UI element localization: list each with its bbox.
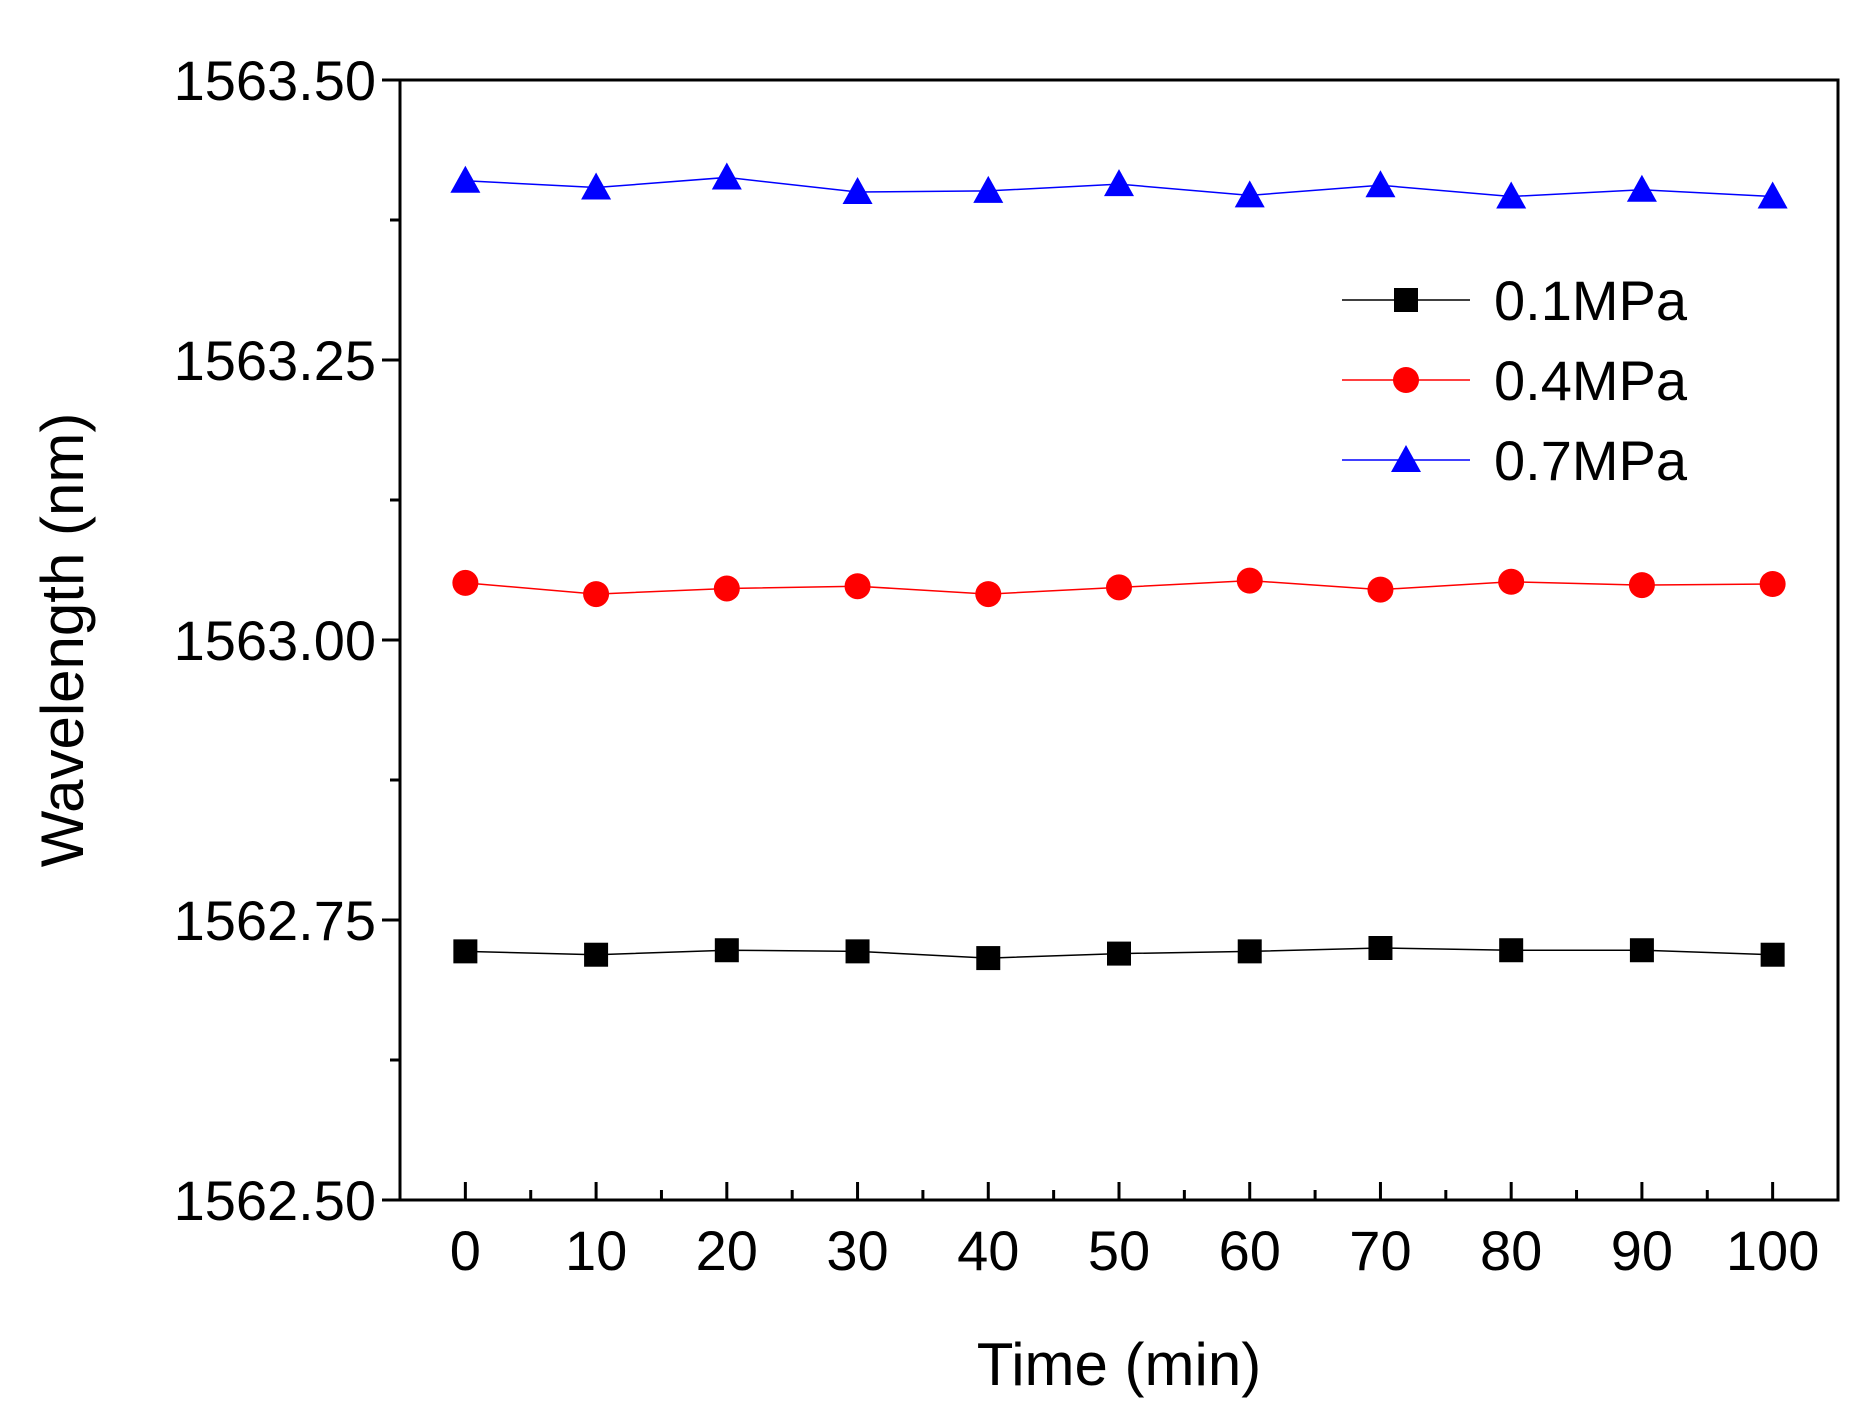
- data-point-triangle: [450, 165, 481, 193]
- x-tick-label: 100: [1726, 1219, 1819, 1282]
- data-point-square: [453, 939, 478, 964]
- y-tick-label: 1563.50: [174, 49, 376, 112]
- data-point-circle: [1498, 568, 1525, 595]
- legend-marker-circle: [1393, 367, 1419, 393]
- x-tick-label: 10: [565, 1219, 627, 1282]
- data-point-circle: [1367, 576, 1394, 603]
- data-point-triangle: [711, 162, 742, 190]
- legend-marker-square: [1394, 288, 1418, 312]
- data-point-circle: [713, 575, 740, 602]
- data-point-triangle: [1626, 174, 1657, 202]
- x-tick-label: 40: [957, 1219, 1019, 1282]
- data-point-triangle: [1365, 170, 1396, 198]
- legend-label: 0.1MPa: [1494, 269, 1688, 332]
- y-tick-label: 1562.50: [174, 1169, 376, 1232]
- data-point-triangle: [581, 172, 612, 200]
- data-point-triangle: [842, 177, 873, 204]
- data-point-square: [1629, 938, 1654, 963]
- x-tick-label: 70: [1349, 1219, 1411, 1282]
- x-tick-label: 20: [696, 1219, 758, 1282]
- x-axis-title: Time (min): [977, 1331, 1261, 1398]
- x-tick-label: 90: [1611, 1219, 1673, 1282]
- data-point-triangle: [1757, 181, 1788, 209]
- legend-marker-triangle: [1391, 445, 1421, 472]
- data-point-circle: [1236, 567, 1263, 594]
- data-point-square: [845, 939, 870, 964]
- data-point-triangle: [973, 175, 1004, 203]
- data-point-square: [1368, 936, 1393, 960]
- data-point-circle: [1759, 571, 1786, 597]
- data-point-circle: [452, 569, 479, 596]
- legend: 0.1MPa 0.4MPa 0.7MPa: [1342, 269, 1688, 492]
- data-point-square: [584, 942, 609, 967]
- data-point-triangle: [1496, 181, 1527, 209]
- y-tick-label: 1563.00: [174, 609, 376, 672]
- data-point-square: [1760, 942, 1785, 967]
- x-axis: 0 10 20 30 40 50 60 70 80 90 100: [450, 1182, 1819, 1282]
- legend-label: 0.4MPa: [1494, 349, 1688, 412]
- x-tick-label: 30: [826, 1219, 888, 1282]
- x-tick-label: 50: [1088, 1219, 1150, 1282]
- data-point-circle: [1106, 574, 1132, 601]
- data-point-circle: [844, 573, 871, 600]
- series-0.1MPa: [453, 936, 1785, 971]
- x-tick-label: 80: [1480, 1219, 1542, 1282]
- y-axis: 1562.50 1562.75 1563.00 1563.25 1563.50: [174, 49, 400, 1232]
- data-point-circle: [583, 581, 610, 608]
- data-point-triangle: [1104, 169, 1134, 197]
- y-axis-title: Wavelength (nm): [29, 413, 96, 868]
- x-tick-label: 60: [1219, 1219, 1281, 1282]
- series-0.4MPa: [452, 567, 1786, 608]
- plot-area-frame: [398, 78, 1840, 1202]
- data-point-square: [976, 946, 1001, 971]
- y-tick-label: 1562.75: [174, 889, 376, 952]
- data-point-circle: [975, 581, 1002, 608]
- data-point-square: [1499, 938, 1524, 963]
- data-point-triangle: [1234, 180, 1265, 208]
- series-layer: [450, 162, 1788, 971]
- data-point-square: [714, 938, 739, 963]
- data-point-square: [1237, 939, 1262, 964]
- data-point-square: [1107, 941, 1131, 966]
- y-tick-label: 1563.25: [174, 329, 376, 392]
- data-point-circle: [1628, 572, 1655, 599]
- x-tick-label: 0: [450, 1219, 481, 1282]
- legend-label: 0.7MPa: [1494, 429, 1688, 492]
- series-0.7MPa: [450, 162, 1788, 209]
